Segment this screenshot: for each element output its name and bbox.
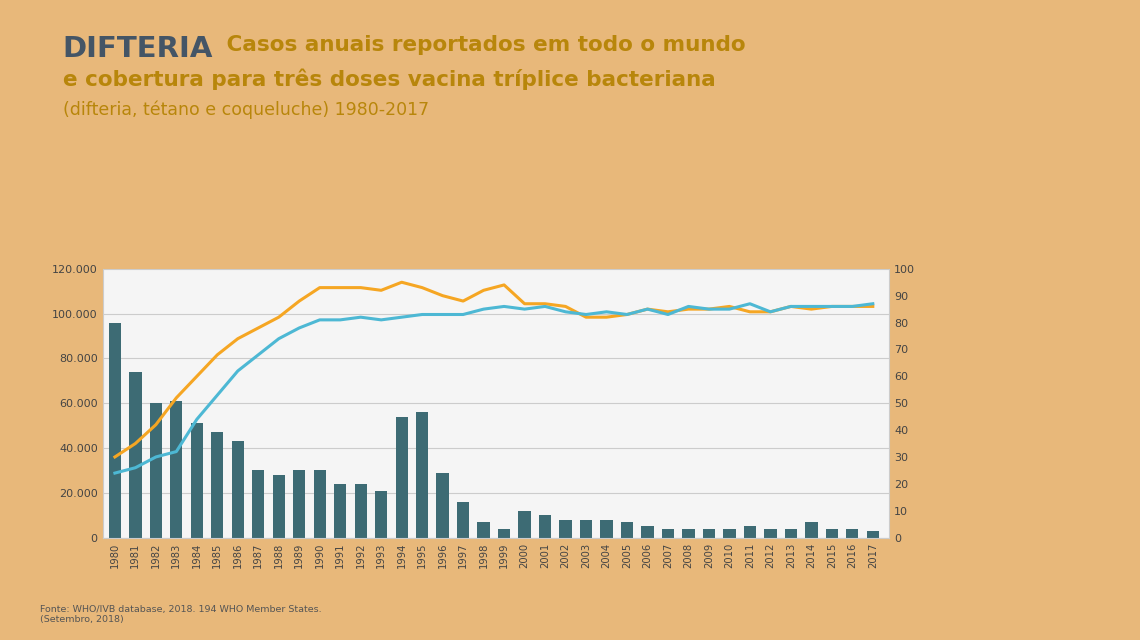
Bar	[108, 323, 121, 538]
Bar	[334, 484, 347, 538]
Bar	[519, 511, 531, 538]
Bar	[642, 526, 653, 538]
Bar	[416, 412, 429, 538]
Bar	[252, 470, 264, 538]
Text: Fonte: WHO/IVB database, 2018. 194 WHO Member States.
(Setembro, 2018): Fonte: WHO/IVB database, 2018. 194 WHO M…	[40, 605, 321, 624]
Bar	[396, 417, 408, 538]
Bar	[190, 424, 203, 538]
Bar	[866, 531, 879, 538]
Text: Casos anuais reportados em todo o mundo: Casos anuais reportados em todo o mundo	[219, 35, 746, 55]
Bar	[662, 529, 674, 538]
Bar	[621, 522, 633, 538]
Bar	[683, 529, 694, 538]
Bar	[498, 529, 511, 538]
Bar	[375, 490, 388, 538]
Bar	[129, 372, 141, 538]
Bar	[743, 526, 756, 538]
Bar	[539, 515, 552, 538]
Bar	[702, 529, 715, 538]
Bar	[170, 401, 182, 538]
Bar	[723, 529, 735, 538]
Bar	[314, 470, 326, 538]
Bar	[355, 484, 367, 538]
Bar	[825, 529, 838, 538]
Bar	[805, 522, 817, 538]
Bar	[784, 529, 797, 538]
Text: (difteria, tétano e coqueluche) 1980-2017: (difteria, tétano e coqueluche) 1980-201…	[63, 100, 429, 119]
Bar	[437, 472, 449, 538]
Bar	[601, 520, 612, 538]
Bar	[846, 529, 858, 538]
Bar	[149, 403, 162, 538]
Bar	[211, 433, 223, 538]
Text: e cobertura para três doses vacina tríplice bacteriana: e cobertura para três doses vacina trípl…	[63, 68, 716, 90]
Bar	[764, 529, 776, 538]
Bar	[457, 502, 470, 538]
Bar	[231, 442, 244, 538]
Bar	[272, 475, 285, 538]
Bar	[560, 520, 571, 538]
Bar	[478, 522, 490, 538]
Bar	[293, 470, 306, 538]
Bar	[580, 520, 592, 538]
Text: DIFTERIA: DIFTERIA	[63, 35, 213, 63]
